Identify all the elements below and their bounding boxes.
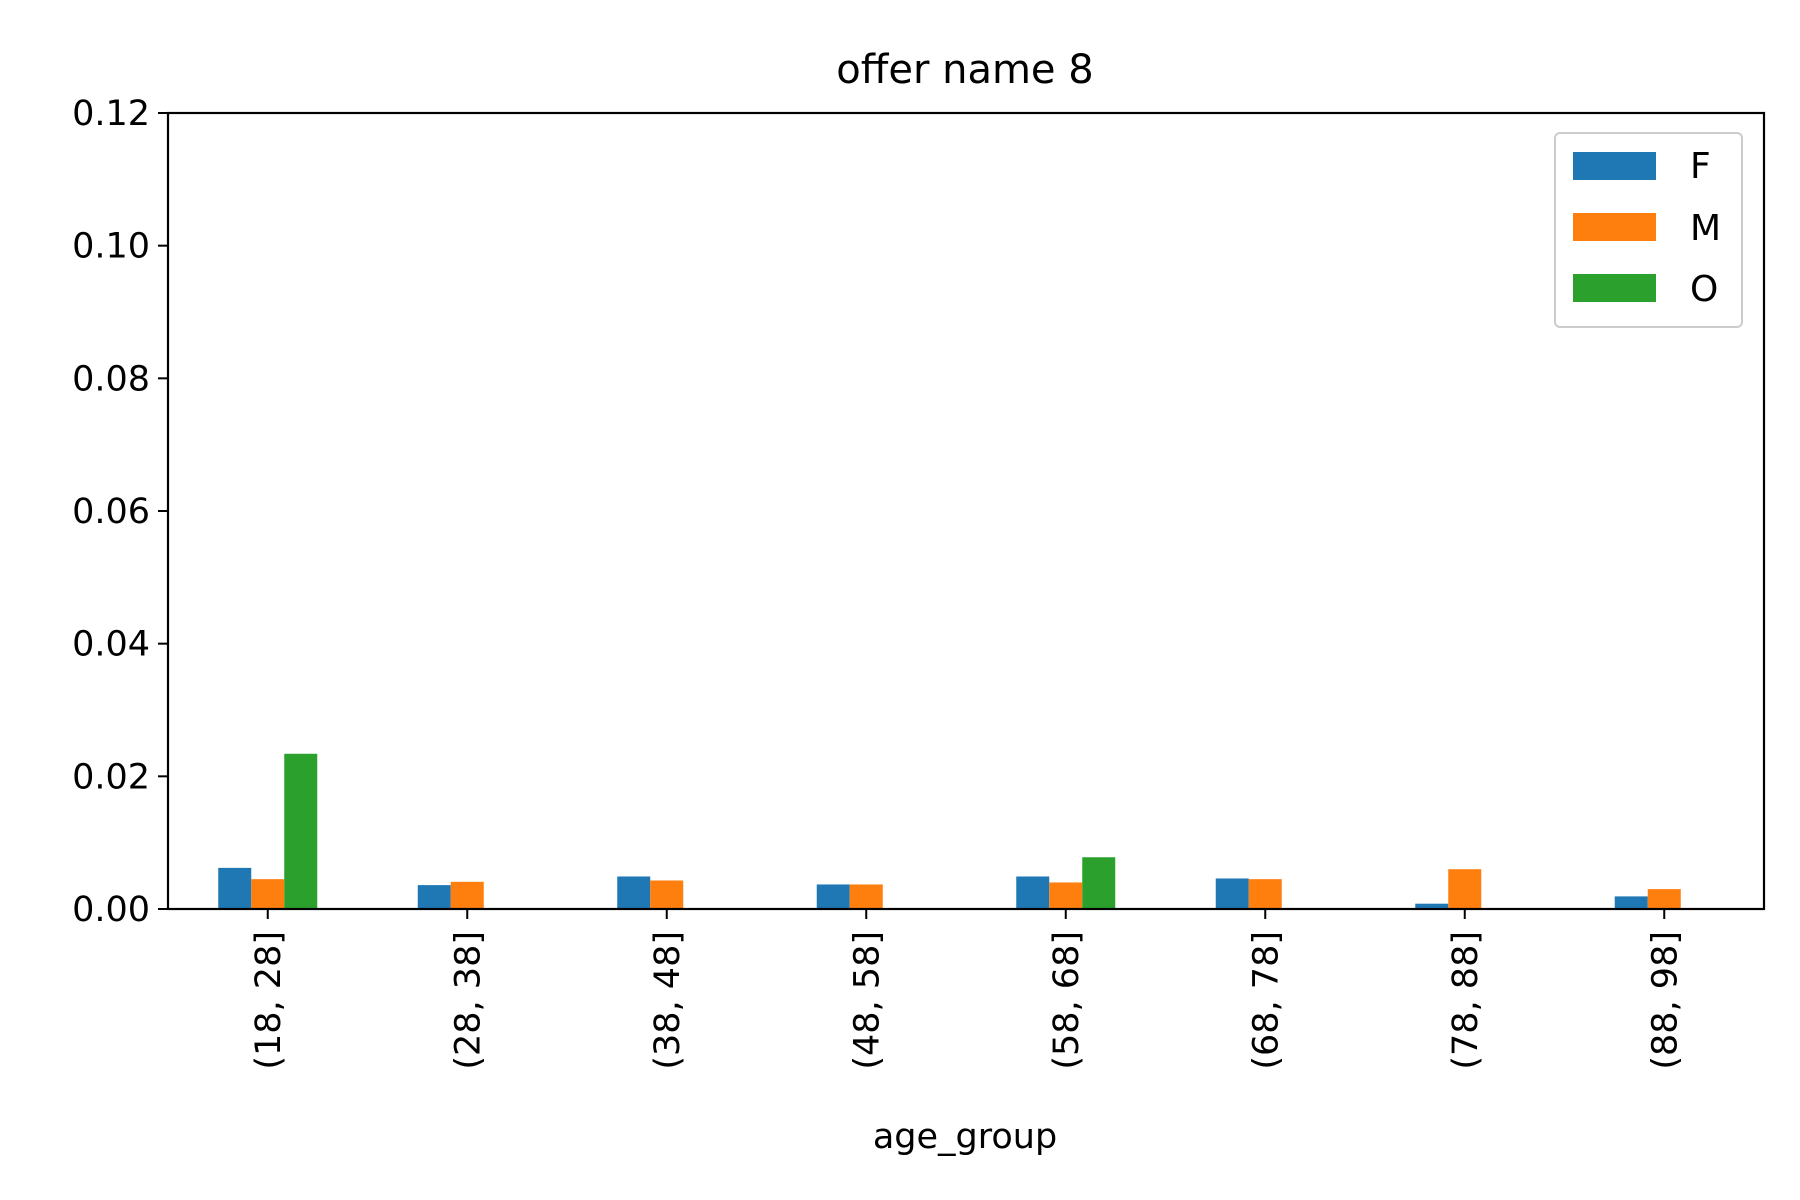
legend-label-o: O <box>1690 269 1718 310</box>
bar-m <box>650 880 684 909</box>
x-tick-label: (88, 98] <box>1645 931 1685 1070</box>
x-tick-label: (38, 48] <box>648 931 688 1070</box>
x-tick-label: (68, 78] <box>1246 931 1286 1070</box>
bar-m <box>1448 869 1482 909</box>
bar-f <box>218 867 252 909</box>
x-tick-label: (28, 38] <box>448 931 488 1070</box>
bar-m <box>450 881 484 909</box>
bar-m <box>1248 879 1282 909</box>
bar-f <box>1215 878 1249 909</box>
legend-label-m: M <box>1690 208 1721 249</box>
y-tick-label: 0.06 <box>72 492 150 532</box>
bar-f <box>1016 876 1050 909</box>
bar-m <box>1049 882 1083 909</box>
y-tick-label: 0.10 <box>72 227 150 267</box>
y-tick-label: 0.00 <box>72 890 150 930</box>
bar-f <box>617 876 651 909</box>
x-tick-label: (78, 88] <box>1446 931 1486 1070</box>
y-tick-label: 0.08 <box>72 359 150 399</box>
bar-f <box>1614 896 1648 909</box>
bar-f <box>417 885 451 909</box>
chart-title: offer name 8 <box>836 47 1093 93</box>
x-tick-label: (48, 58] <box>847 931 887 1070</box>
legend-swatch-o <box>1573 274 1656 302</box>
bar-o <box>1082 857 1116 909</box>
y-tick-label: 0.04 <box>72 625 150 665</box>
bar-m <box>1647 889 1681 909</box>
bar-m <box>251 879 285 909</box>
x-axis-label: age_group <box>873 1117 1057 1157</box>
legend-swatch-m <box>1573 213 1656 241</box>
plot-frame <box>166 111 1766 911</box>
legend: F M O <box>1554 132 1743 328</box>
y-tick-label: 0.02 <box>72 757 150 797</box>
bar-o <box>284 753 318 909</box>
legend-label-f: F <box>1690 146 1711 187</box>
x-tick-label: (58, 68] <box>1047 931 1087 1070</box>
legend-swatch-f <box>1573 152 1656 180</box>
bar-f <box>1415 903 1449 909</box>
bar-m <box>849 884 883 909</box>
x-tick-label: (18, 28] <box>249 931 289 1070</box>
y-tick-label: 0.12 <box>72 94 150 134</box>
bar-f <box>816 884 850 909</box>
